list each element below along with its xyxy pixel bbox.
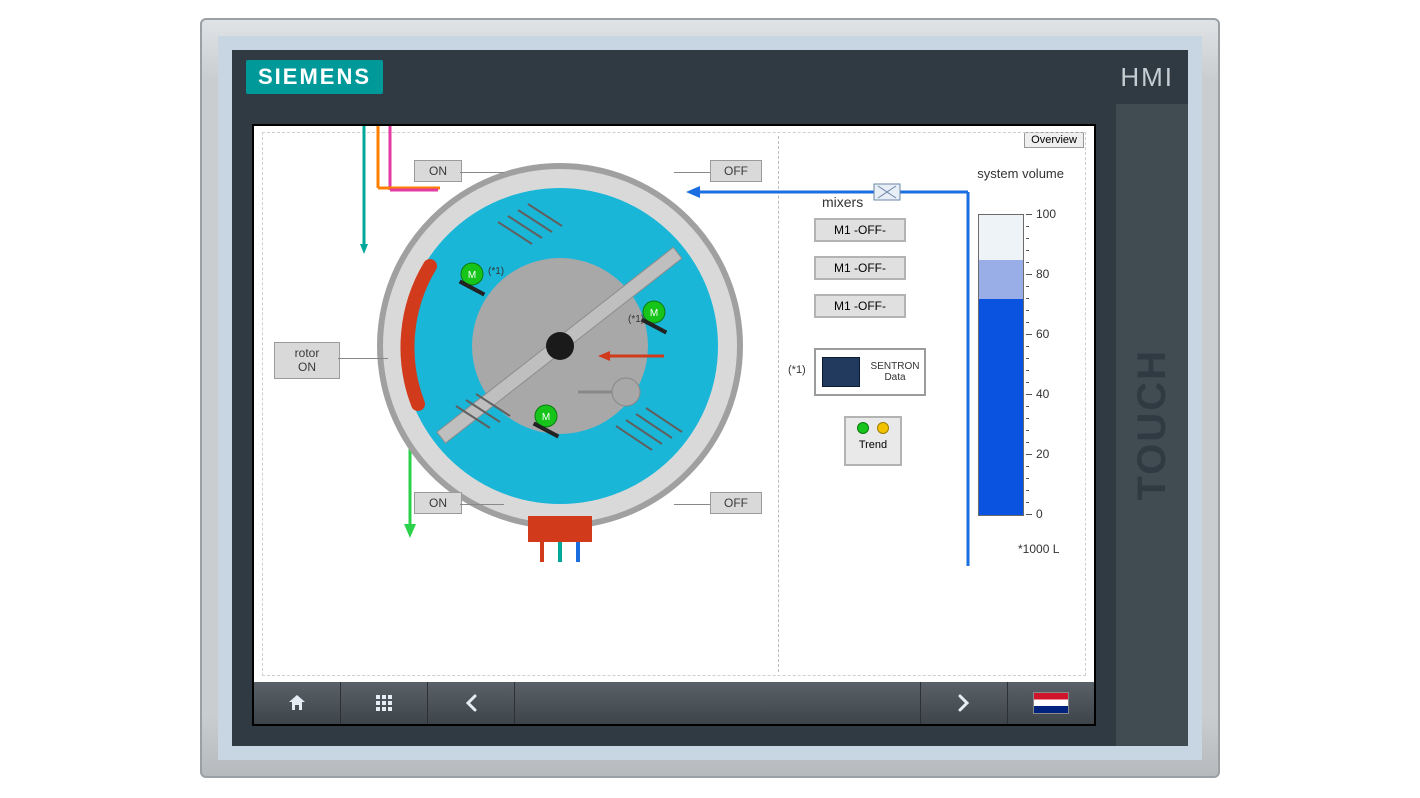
- rotor-label-line2: ON: [275, 360, 339, 374]
- brand-bar: SIEMENS HMI: [232, 50, 1188, 104]
- nav-bar: [254, 682, 1094, 724]
- connector: [460, 504, 504, 505]
- rotor-on-box[interactable]: rotor ON: [274, 342, 340, 379]
- nav-forward-button[interactable]: [921, 682, 1008, 724]
- sv-tick-label: 100: [1036, 207, 1056, 221]
- off-button-bottom-right[interactable]: OFF: [710, 492, 762, 514]
- svg-text:(*1): (*1): [488, 266, 504, 277]
- sentron-label: SENTRONData: [866, 361, 924, 383]
- hmi-screen: Overview: [252, 124, 1096, 726]
- sv-tick-label: 20: [1036, 447, 1049, 461]
- sv-tick-label: 80: [1036, 267, 1049, 281]
- mixers-title: mixers: [822, 194, 863, 210]
- chevron-left-icon: [464, 694, 478, 712]
- svg-text:M: M: [650, 308, 658, 319]
- connector: [460, 172, 504, 173]
- sv-tick-label: 40: [1036, 387, 1049, 401]
- svg-text:M: M: [468, 270, 476, 281]
- device-bezel: SIEMENS HMI TOUCH Overview: [200, 18, 1220, 778]
- sv-ticks: 020406080100: [1026, 214, 1066, 514]
- nav-home-button[interactable]: [254, 682, 341, 724]
- svg-text:M: M: [542, 412, 550, 423]
- led-green-icon: [857, 422, 869, 434]
- chevron-right-icon: [957, 694, 971, 712]
- nav-spacer: [515, 682, 921, 724]
- nav-back-button[interactable]: [428, 682, 515, 724]
- mixer-button-2[interactable]: M1 -OFF-: [814, 256, 906, 280]
- nav-language-button[interactable]: [1008, 682, 1094, 724]
- mixer-button-3[interactable]: M1 -OFF-: [814, 294, 906, 318]
- sv-light-fill: [979, 260, 1023, 299]
- svg-text:(*1): (*1): [628, 314, 644, 325]
- touch-strip: TOUCH: [1116, 104, 1188, 746]
- grid-icon: [375, 694, 393, 712]
- connector: [674, 504, 710, 505]
- off-button-top-right[interactable]: OFF: [710, 160, 762, 182]
- led-yellow-icon: [877, 422, 889, 434]
- sv-tick-label: 0: [1036, 507, 1043, 521]
- trend-label: Trend: [846, 439, 900, 451]
- connector: [338, 358, 388, 359]
- touch-label: TOUCH: [1130, 349, 1175, 500]
- system-volume-gauge: 0 20 40 60 80 100 *1000 L: [958, 186, 1068, 556]
- sv-main-fill: [979, 299, 1023, 515]
- device-panel: SIEMENS HMI TOUCH Overview: [218, 36, 1202, 760]
- connector: [674, 172, 710, 173]
- on-button-top-left[interactable]: ON: [414, 160, 462, 182]
- sentron-footnote: (*1): [788, 364, 806, 376]
- sv-tick-label: 60: [1036, 327, 1049, 341]
- sv-track: [978, 214, 1024, 516]
- sentron-data-button[interactable]: SENTRONData: [814, 348, 926, 396]
- rotor-label-line1: rotor: [275, 346, 339, 360]
- hmi-label: HMI: [1120, 62, 1174, 93]
- mixer-button-1[interactable]: M1 -OFF-: [814, 218, 906, 242]
- home-icon: [287, 693, 307, 713]
- sv-unit: *1000 L: [1018, 542, 1059, 556]
- siemens-logo: SIEMENS: [246, 60, 383, 94]
- nav-grid-button[interactable]: [341, 682, 428, 724]
- sentron-thumb-icon: [822, 357, 860, 387]
- trend-button[interactable]: Trend: [844, 416, 902, 466]
- uk-flag-icon: [1033, 692, 1069, 714]
- process-view: Overview: [254, 126, 1094, 682]
- system-volume-title: system volume: [977, 166, 1064, 181]
- on-button-bottom-left[interactable]: ON: [414, 492, 462, 514]
